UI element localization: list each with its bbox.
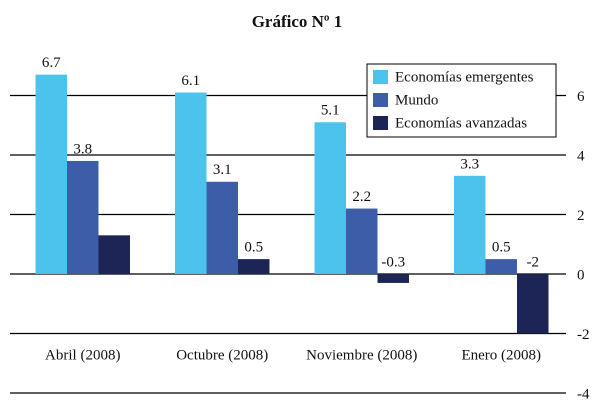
y-tick-label: 4: [577, 148, 585, 164]
data-label: 2.2: [352, 189, 371, 205]
bar: [206, 181, 238, 274]
bar: [454, 175, 486, 274]
bar: [377, 274, 409, 283]
chart-title: Gráfico Nº 1: [252, 12, 343, 31]
bar: [98, 235, 130, 274]
x-tick-label: Octubre (2008): [176, 347, 268, 363]
data-label: -2: [527, 254, 540, 270]
data-label: 6.7: [42, 55, 61, 71]
bar: [485, 259, 517, 274]
legend-label: Economías emergentes: [395, 69, 534, 85]
legend-swatch: [373, 116, 388, 130]
bar: [346, 208, 378, 274]
bar: [175, 92, 207, 275]
bar: [67, 160, 99, 274]
y-tick-label: -2: [577, 327, 590, 343]
data-label: -0.3: [381, 254, 405, 270]
bar: [314, 122, 346, 275]
legend-label: Mundo: [395, 92, 438, 108]
data-label: 0.5: [244, 240, 263, 256]
data-label: 3.3: [460, 156, 479, 172]
data-label: 5.1: [321, 103, 340, 119]
legend-swatch: [373, 93, 388, 107]
x-tick-label: Noviembre (2008): [306, 347, 417, 363]
bar: [238, 259, 270, 274]
y-tick-label: -4: [577, 386, 590, 400]
legend-box: [366, 63, 557, 138]
data-label: 3.1: [213, 162, 232, 178]
y-tick-label: 0: [577, 267, 585, 283]
data-label: 3.8: [73, 141, 92, 157]
x-tick-label: Enero (2008): [461, 347, 541, 363]
y-tick-label: 6: [577, 89, 585, 105]
y-tick-label: 2: [577, 208, 585, 224]
bar: [35, 74, 67, 274]
bar: [517, 274, 549, 334]
legend-swatch: [373, 70, 388, 84]
data-label: 6.1: [181, 73, 200, 89]
x-tick-label: Abril (2008): [45, 347, 120, 363]
legend-label: Economías avanzadas: [395, 115, 527, 131]
data-label: 0.5: [492, 240, 511, 256]
